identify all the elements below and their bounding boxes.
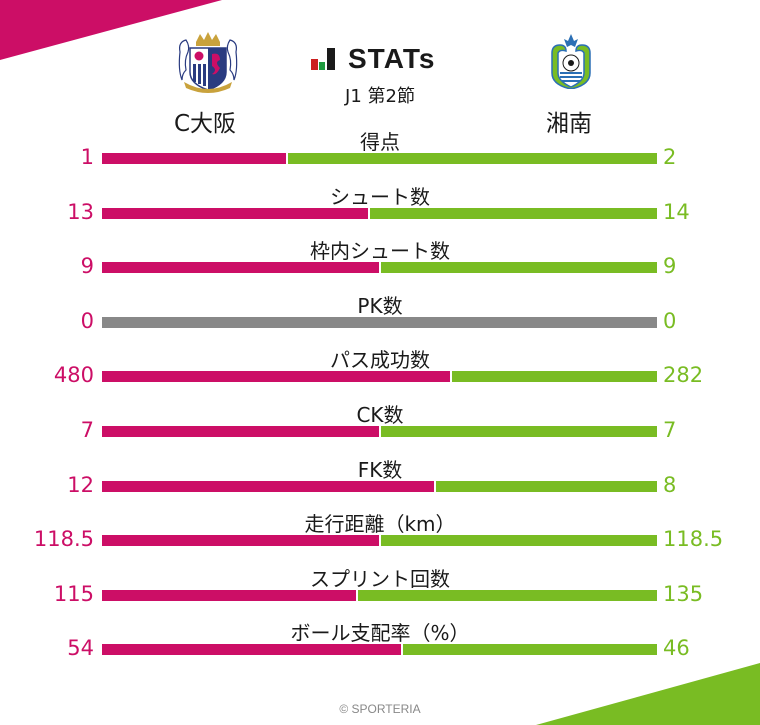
bar-away (381, 426, 657, 437)
away-value: 118.5 (663, 527, 724, 552)
stat-label: ボール支配率（%） (290, 621, 470, 646)
cerezo-osaka-crest-icon (178, 32, 238, 93)
away-value: 46 (663, 636, 690, 661)
home-value: 1 (80, 145, 94, 169)
bar-home (102, 207, 368, 219)
stat-bar (102, 426, 657, 437)
stat-bar (102, 480, 657, 492)
copyright-footer: © SPORTERIA (339, 702, 421, 716)
away-value: 2 (663, 145, 677, 169)
stats-bars-icon (311, 48, 335, 70)
away-value: 7 (663, 418, 677, 442)
bar-zero (102, 316, 657, 328)
stat-row: 枠内シュート数 9 9 (0, 235, 760, 289)
home-value: 7 (80, 418, 94, 442)
stat-label: パス成功数 (330, 348, 430, 373)
stat-bar (102, 262, 657, 274)
stat-label: PK数 (357, 293, 403, 318)
bar-home (102, 371, 450, 383)
bar-away (452, 371, 657, 383)
stat-label: スプリント回数 (310, 566, 450, 591)
stats-brand: STATs (310, 43, 435, 75)
home-value: 54 (67, 636, 94, 661)
stat-bar (102, 207, 657, 219)
bar-away (403, 644, 657, 656)
away-value: 0 (663, 308, 677, 333)
bar-away (436, 480, 657, 492)
stat-bar (102, 371, 657, 383)
bar-away (381, 262, 657, 274)
stat-bar (102, 535, 657, 547)
stat-row: ボール支配率（%） 54 46 (0, 617, 760, 671)
stat-row: FK数 12 8 (0, 454, 760, 508)
bar-home (102, 644, 401, 656)
home-team-name: C大阪 (174, 111, 237, 137)
round-label: J1 第2節 (345, 86, 415, 107)
brand-word: STATs (348, 43, 436, 74)
stat-label: 得点 (360, 130, 400, 154)
stat-label: FK数 (357, 457, 403, 482)
stat-row: CK数 7 7 (0, 399, 760, 453)
stat-bar (102, 316, 657, 328)
stat-row: 得点 1 2 (0, 126, 760, 180)
home-value: 480 (53, 363, 94, 388)
bar-home (102, 535, 379, 547)
stat-row: PK数 0 0 (0, 290, 760, 344)
stat-bar (102, 153, 657, 164)
stat-label: 走行距離（km） (304, 512, 456, 537)
bar-home (102, 589, 356, 601)
home-value: 0 (80, 308, 94, 333)
stat-bar (102, 589, 657, 601)
shonan-bellmare-crest-icon (551, 34, 591, 89)
bar-home (102, 153, 286, 164)
stat-label: 枠内シュート数 (310, 239, 450, 264)
stat-bar (102, 644, 657, 656)
bar-home (102, 480, 434, 492)
home-value: 13 (67, 199, 94, 224)
away-value: 282 (663, 363, 704, 388)
away-value: 9 (663, 254, 677, 279)
away-value: 14 (663, 199, 690, 224)
stat-row: スプリント回数 115 135 (0, 563, 760, 617)
bar-away (358, 589, 657, 601)
home-value: 118.5 (33, 527, 94, 552)
bar-away (288, 153, 657, 164)
stat-row: パス成功数 480 282 (0, 344, 760, 398)
stat-label: CK数 (356, 403, 404, 427)
away-value: 135 (663, 581, 704, 606)
bar-away (381, 535, 657, 547)
away-team-name: 湘南 (546, 111, 592, 137)
bar-away (370, 207, 657, 219)
home-value: 9 (80, 254, 94, 279)
bar-home (102, 262, 379, 274)
stat-row: 走行距離（km） 118.5 118.5 (0, 508, 760, 562)
away-value: 8 (663, 472, 677, 497)
bar-home (102, 426, 379, 437)
home-value: 12 (67, 472, 94, 497)
stat-row: シュート数 13 14 (0, 181, 760, 235)
home-value: 115 (53, 581, 94, 606)
stat-label: シュート数 (330, 184, 430, 209)
